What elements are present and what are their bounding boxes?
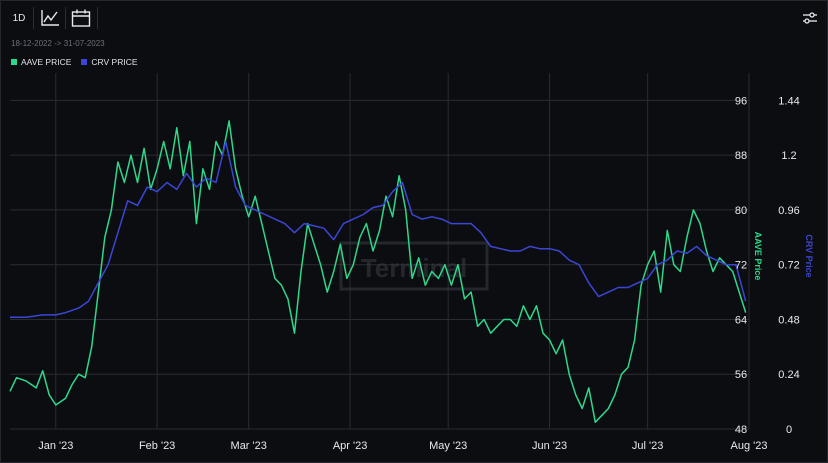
crv-axis-tick-label: 0.96 [778,205,799,217]
interval-label: 1D [12,12,26,24]
x-tick-label: May '23 [429,440,467,452]
x-tick-label: Apr '23 [333,440,368,452]
x-tick-label: Aug '23 [731,440,768,452]
crv-axis-tick-label: 0.24 [778,369,799,381]
crv-axis-title: CRV Price [804,234,814,277]
aave-price-line [9,120,747,423]
aave-axis-tick-label: 96 [735,95,747,107]
chart-toolbar: 1D [1,1,827,35]
chart-settings-button[interactable] [797,5,823,31]
crv-price-line [10,140,747,318]
toolbar-divider [33,7,34,29]
x-tick-label: Jun '23 [532,440,567,452]
interval-button[interactable]: 1D [7,5,31,31]
legend-label-crv: CRV PRICE [91,57,138,67]
aave-axis-tick-label: 64 [735,314,747,326]
grid-lines [10,73,750,430]
x-tick-label: Feb '23 [139,440,175,452]
watermark: Terminal [339,241,489,291]
aave-axis-tick-label: 56 [735,369,747,381]
watermark-text: Terminal [361,253,467,283]
x-tick-label: Jan '23 [38,440,73,452]
toolbar-divider [65,7,66,29]
date-range-label: 18-12-2022 -> 31-07-2023 [11,39,105,48]
x-tick-label: Jul '23 [632,440,663,452]
crv-axis-tick-label: 1.44 [778,95,799,107]
aave-axis-tick-label: 72 [735,260,747,272]
chart-legend: AAVE PRICE CRV PRICE [11,57,138,67]
line-chart-button[interactable] [36,5,64,31]
watermark-frame [339,241,489,291]
crv-axis-tick-label: 0.48 [778,314,799,326]
aave-axis-tick-label: 48 [735,424,747,436]
x-tick-label: Mar '23 [231,440,267,452]
crv-axis-tick-label: 0.72 [778,260,799,272]
aave-axis-tick-label: 88 [735,150,747,162]
aave-axis-tick-label: 80 [735,205,747,217]
aave-axis-title: AAVE Price [753,232,763,281]
crv-axis-tick-label: 0 [786,424,792,436]
calendar-button[interactable] [67,5,95,31]
line-chart-icon [41,10,59,26]
calendar-icon [71,9,91,27]
crv-axis-tick-label: 1.2 [781,150,796,162]
legend-item-aave[interactable]: AAVE PRICE [11,57,71,67]
legend-item-crv[interactable]: CRV PRICE [81,57,138,67]
toolbar-divider [97,7,98,29]
legend-swatch-aave [11,59,17,65]
legend-swatch-crv [81,59,88,65]
sliders-icon [803,12,817,24]
legend-label-aave: AAVE PRICE [21,57,72,67]
